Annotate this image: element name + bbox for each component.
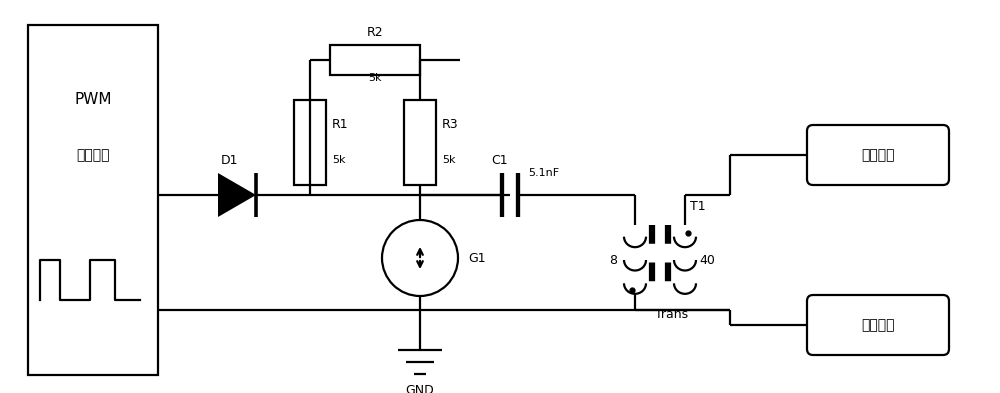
- Text: 高压脉冲: 高压脉冲: [76, 148, 110, 162]
- Text: C1: C1: [492, 154, 508, 167]
- Text: 40: 40: [699, 253, 715, 266]
- Text: 5k: 5k: [442, 155, 456, 165]
- Text: R1: R1: [332, 119, 349, 132]
- Text: 电弧电极: 电弧电极: [861, 148, 895, 162]
- FancyBboxPatch shape: [807, 295, 949, 355]
- Text: 5.1nF: 5.1nF: [528, 168, 559, 178]
- Text: 5k: 5k: [332, 155, 346, 165]
- Bar: [404, 100, 436, 185]
- Text: 5k: 5k: [368, 73, 382, 83]
- FancyBboxPatch shape: [807, 125, 949, 185]
- Text: 8: 8: [609, 253, 617, 266]
- Polygon shape: [218, 173, 256, 217]
- Text: PWM: PWM: [74, 92, 112, 108]
- Text: Trans: Trans: [655, 309, 689, 321]
- Bar: [294, 100, 326, 185]
- Text: R3: R3: [442, 119, 459, 132]
- Bar: [330, 45, 420, 75]
- Text: D1: D1: [221, 154, 239, 167]
- Text: G1: G1: [468, 252, 486, 264]
- Text: 电弧电极: 电弧电极: [861, 318, 895, 332]
- Text: T1: T1: [690, 200, 706, 213]
- Bar: [28, 25, 158, 375]
- Text: GND: GND: [406, 384, 434, 393]
- Text: R2: R2: [367, 26, 383, 39]
